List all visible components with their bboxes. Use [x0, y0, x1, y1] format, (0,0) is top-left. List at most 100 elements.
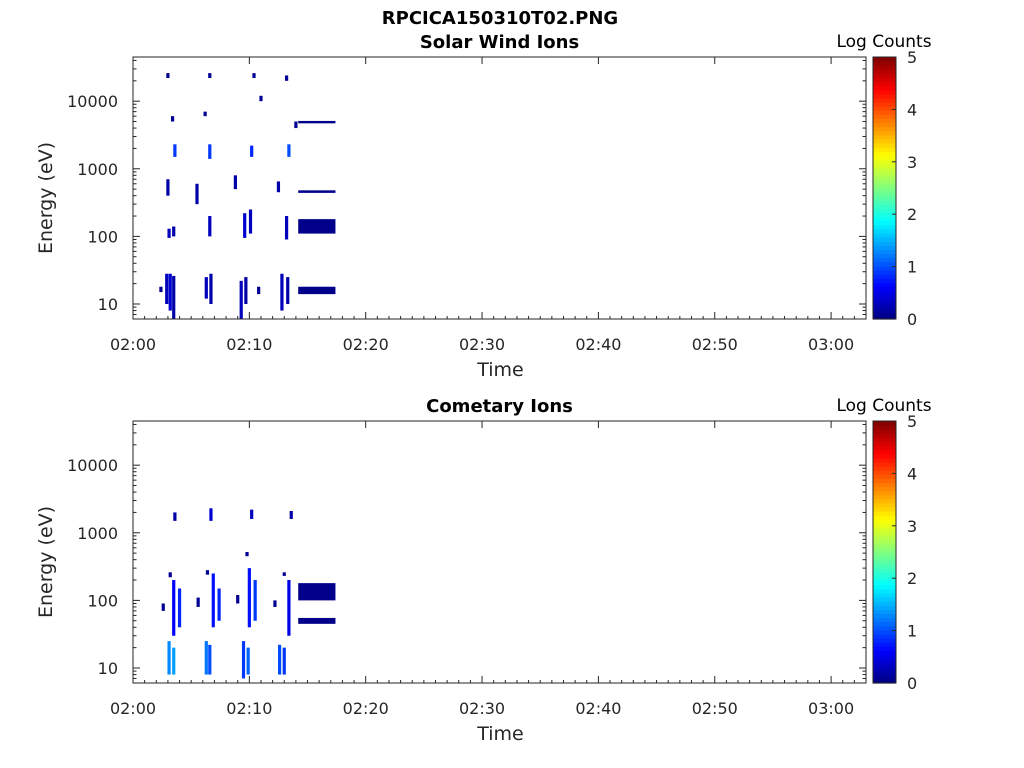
x-tick-label: 02:20 [343, 335, 389, 354]
colorbar-tick-label: 5 [907, 48, 917, 67]
data-cell [172, 580, 176, 636]
colorbar-segment [873, 629, 896, 635]
data-cell [278, 644, 282, 675]
x-axis-label: Time [476, 359, 524, 381]
colorbar-segment [873, 666, 896, 672]
colorbar-segment [873, 449, 896, 455]
colorbar-segment [873, 151, 896, 156]
colorbar-segment [873, 294, 896, 300]
colorbar-tick-label: 2 [907, 569, 917, 588]
x-tick-label: 02:00 [110, 699, 156, 718]
colorbar-segment [873, 609, 896, 615]
data-cell [287, 144, 291, 157]
data-cell [209, 508, 213, 521]
data-cell [172, 275, 176, 319]
data-cell [211, 573, 215, 628]
colorbar-segment [873, 486, 896, 492]
colorbar-tick-label: 3 [907, 153, 917, 172]
data-cell [284, 216, 289, 240]
data-cell [217, 588, 221, 621]
colorbar-segment [873, 302, 896, 308]
colorbar-tick-label: 0 [907, 310, 917, 329]
x-tick-label: 02:10 [226, 335, 272, 354]
colorbar-segment [873, 674, 896, 680]
colorbar-segment [873, 241, 896, 246]
colorbar-segment [873, 249, 896, 255]
data-cell [273, 600, 277, 607]
y-tick-label: 10000 [67, 92, 118, 111]
data-cell [208, 144, 212, 159]
colorbar-segment [873, 531, 896, 537]
colorbar-segment [873, 228, 896, 234]
data-cell [289, 510, 293, 519]
colorbar-segment [873, 114, 896, 120]
data-cell [284, 75, 289, 81]
data-cell [245, 551, 249, 557]
colorbar-segment [873, 130, 896, 136]
colorbar-segment [873, 265, 896, 271]
colorbar-segment [873, 212, 896, 218]
colorbar-segment [873, 310, 896, 316]
colorbar-segment [873, 564, 896, 569]
data-cell [287, 580, 291, 636]
colorbar-segment [873, 502, 896, 508]
colorbar-frame [872, 420, 897, 684]
colorbar-segment [873, 445, 896, 451]
data-cell [243, 213, 247, 238]
colorbar-segment [873, 81, 896, 87]
colorbar-segment [873, 498, 896, 504]
colorbar-segment [873, 269, 896, 275]
data-cell [172, 226, 176, 237]
data-cell [250, 145, 254, 157]
colorbar-segment [873, 89, 896, 95]
data-cell [233, 175, 237, 190]
colorbar-segment [873, 482, 896, 488]
data-cell [276, 181, 281, 193]
data-cell [280, 273, 284, 311]
colorbar-segment [873, 515, 896, 520]
data-cell [159, 286, 163, 293]
data-cell [203, 111, 207, 117]
colorbar-segment [873, 220, 896, 226]
colorbar-segment [873, 625, 896, 631]
colorbar-segment [873, 106, 896, 111]
data-cell [239, 280, 243, 319]
data-cell [253, 580, 257, 621]
colorbar-segment [873, 597, 896, 602]
data-cell [247, 568, 251, 628]
colorbar-segment [873, 314, 896, 320]
colorbar-segment [873, 572, 896, 578]
colorbar-label: Log Counts [836, 32, 931, 52]
colorbar-segment [873, 613, 896, 619]
colorbar-segment [873, 245, 896, 251]
colorbar-segment [873, 65, 896, 70]
colorbar-segment [873, 637, 896, 643]
data-cell [195, 183, 199, 205]
colorbar-segment [873, 425, 896, 430]
colorbar-segment [873, 633, 896, 639]
page-title: RPCICA150310T02.PNG [382, 8, 618, 29]
colorbar-segment [873, 478, 896, 484]
colorbar-segment [873, 192, 896, 197]
x-axis-label: Time [476, 723, 524, 745]
colorbar-segment [873, 519, 896, 524]
colorbar-segment [873, 429, 896, 434]
y-tick-label: 10000 [67, 456, 118, 475]
data-cell [248, 209, 253, 234]
colorbar-segment [873, 547, 896, 553]
colorbar-segment [873, 298, 896, 304]
colorbar-segment [873, 490, 896, 496]
colorbar-segment [873, 278, 896, 283]
colorbar-segment [873, 77, 896, 83]
data-cell [161, 603, 165, 611]
data-cell [246, 647, 250, 675]
y-tick-label: 10 [98, 659, 118, 678]
data-cell [166, 179, 170, 196]
colorbar-segment [873, 670, 896, 676]
colorbar-segment [873, 433, 896, 438]
data-cell [236, 595, 240, 604]
data-cell [209, 273, 213, 305]
colorbar-segment [873, 167, 896, 173]
data-cell [282, 647, 286, 675]
